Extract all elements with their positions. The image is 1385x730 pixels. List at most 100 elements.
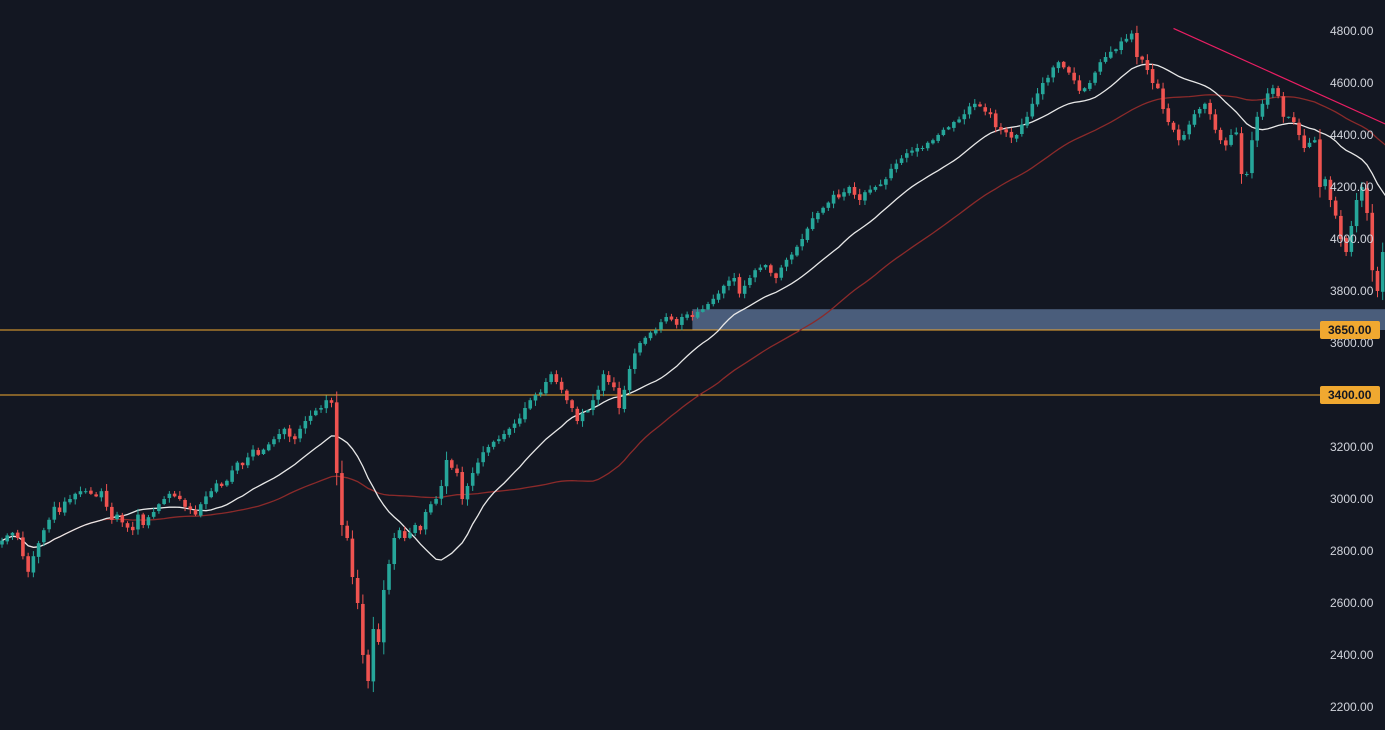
candle xyxy=(1082,87,1087,93)
candle xyxy=(837,189,841,200)
candle xyxy=(47,517,51,533)
candle xyxy=(329,397,334,408)
candle-body xyxy=(303,421,308,429)
candle-body xyxy=(1224,140,1228,146)
candle xyxy=(151,507,156,519)
candle xyxy=(612,377,616,391)
candle-body xyxy=(125,523,130,528)
candle xyxy=(1365,181,1369,221)
candle xyxy=(1046,74,1050,86)
candle-body xyxy=(753,270,757,278)
candle xyxy=(1318,129,1322,198)
candle xyxy=(601,370,606,397)
candle-body xyxy=(1213,114,1218,130)
candle-body xyxy=(601,374,606,391)
candle xyxy=(178,491,182,501)
candle-body xyxy=(952,122,956,128)
candle xyxy=(643,336,648,346)
candle-body xyxy=(570,400,574,408)
candle-body xyxy=(146,517,151,526)
candle xyxy=(638,341,642,356)
candle xyxy=(366,649,370,689)
candle xyxy=(413,522,417,537)
candle-body xyxy=(774,273,778,278)
candle xyxy=(1250,131,1254,179)
candle-body xyxy=(381,590,386,643)
candle-body xyxy=(334,402,339,473)
candle-body xyxy=(188,506,193,510)
candle xyxy=(512,419,517,433)
candle-body xyxy=(151,512,156,517)
candle xyxy=(538,389,543,398)
candle-body xyxy=(1108,51,1113,58)
candle-body xyxy=(1025,116,1029,126)
candle-body xyxy=(596,389,601,400)
candle-body xyxy=(857,194,862,200)
candle-body xyxy=(544,382,548,394)
candle-body xyxy=(1082,88,1087,92)
candle-body xyxy=(575,408,580,421)
candle xyxy=(1292,112,1296,125)
candle-body xyxy=(931,140,935,144)
candle-body xyxy=(1375,270,1380,291)
candle-body xyxy=(795,246,799,256)
candle-body xyxy=(1234,132,1239,135)
candle xyxy=(946,126,951,131)
candle xyxy=(1370,204,1375,282)
candle-body xyxy=(816,213,820,220)
candle xyxy=(460,466,465,505)
candle xyxy=(1030,97,1035,119)
candle xyxy=(988,108,993,118)
candle xyxy=(1161,82,1165,114)
candle xyxy=(972,99,977,111)
candle-body xyxy=(287,428,292,437)
candle xyxy=(1354,193,1359,233)
candle-body xyxy=(1250,140,1254,174)
candle xyxy=(873,185,878,192)
candle xyxy=(481,446,485,467)
candle-body xyxy=(0,540,4,545)
candle xyxy=(795,244,799,257)
candle xyxy=(83,488,88,494)
candle-body xyxy=(680,317,684,325)
candle-body xyxy=(580,413,585,422)
candle xyxy=(1244,171,1249,177)
candle-body xyxy=(837,194,841,198)
candle-body xyxy=(256,450,261,455)
candle xyxy=(1229,129,1233,147)
candle xyxy=(455,464,459,477)
candle-body xyxy=(1260,103,1265,117)
candle-body xyxy=(251,449,255,457)
candle xyxy=(784,257,789,272)
candle-body xyxy=(99,491,104,498)
candle xyxy=(941,127,946,137)
candle xyxy=(910,147,914,156)
candle-body xyxy=(1297,122,1301,135)
candle-body xyxy=(789,254,794,260)
candle xyxy=(371,616,376,693)
candle xyxy=(73,492,78,505)
candle xyxy=(214,479,219,494)
candle-body xyxy=(878,184,883,187)
candle-body xyxy=(690,314,695,317)
candle-body xyxy=(1344,238,1348,252)
candle-body xyxy=(15,532,20,538)
candle xyxy=(1004,127,1008,137)
candle xyxy=(800,233,804,251)
candle xyxy=(1208,99,1212,120)
candle xyxy=(627,365,632,395)
candle-body xyxy=(1244,174,1249,175)
candle xyxy=(204,491,208,510)
candle xyxy=(826,201,831,211)
candle xyxy=(1035,88,1040,107)
candle-body xyxy=(1323,179,1327,187)
candle-body xyxy=(78,491,83,495)
candle xyxy=(810,211,815,231)
candle xyxy=(434,495,438,506)
candle xyxy=(1072,67,1076,85)
candle-body xyxy=(1046,77,1050,83)
candle-body xyxy=(324,400,329,409)
candle xyxy=(439,479,444,506)
candle-body xyxy=(1229,135,1233,145)
